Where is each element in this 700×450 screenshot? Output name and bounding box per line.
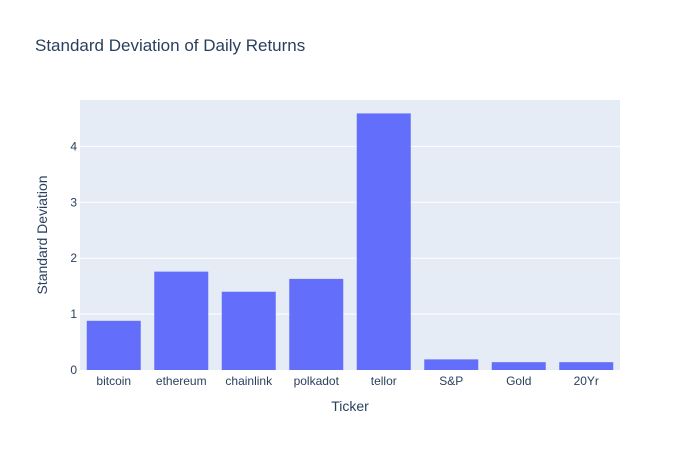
- x-tick-label: S&P: [439, 374, 463, 388]
- x-tick-label: polkadot: [294, 374, 340, 388]
- y-tick-label: 4: [70, 139, 77, 153]
- y-tick-label: 3: [70, 195, 77, 209]
- y-tick-label: 2: [70, 251, 77, 265]
- x-tick-label: bitcoin: [96, 374, 131, 388]
- bar-ethereum[interactable]: [154, 271, 209, 370]
- x-tick-label: ethereum: [156, 374, 207, 388]
- y-tick-label: 0: [70, 363, 77, 377]
- bar-gold[interactable]: [491, 362, 546, 370]
- bar-s-p[interactable]: [424, 359, 479, 370]
- bar-20yr[interactable]: [559, 362, 614, 370]
- chart-title: Standard Deviation of Daily Returns: [35, 36, 305, 55]
- bar-bitcoin[interactable]: [86, 320, 141, 370]
- y-axis-title: Standard Deviation: [34, 175, 50, 294]
- y-tick-label: 1: [70, 307, 77, 321]
- y-axis-ticks: 0 1 2 3 4: [70, 139, 77, 377]
- x-axis-title: Ticker: [331, 398, 369, 414]
- bars: [86, 113, 614, 371]
- x-axis-ticks: bitcoin ethereum chainlink polkadot tellor S&…: [96, 374, 599, 388]
- x-tick-label: Gold: [506, 374, 531, 388]
- x-tick-label: 20Yr: [574, 374, 599, 388]
- bar-polkadot[interactable]: [289, 278, 344, 370]
- bar-tellor[interactable]: [356, 113, 411, 371]
- x-tick-label: tellor: [371, 374, 397, 388]
- x-tick-label: chainlink: [225, 374, 273, 388]
- bar-chainlink[interactable]: [221, 291, 276, 370]
